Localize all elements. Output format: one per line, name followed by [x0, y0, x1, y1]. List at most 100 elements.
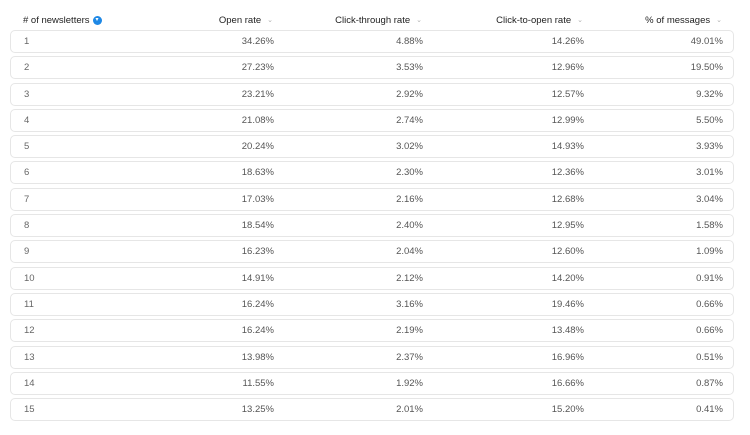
table-row: 2 27.23% 3.53% 12.96% 19.50%: [10, 56, 734, 80]
column-header-newsletters[interactable]: # of newsletters ▾: [10, 15, 158, 26]
cell-newsletters: 1: [24, 36, 30, 47]
cell-percent-messages: 3.01%: [696, 167, 723, 179]
cell-click-to-open-rate: 12.68%: [551, 193, 584, 205]
cell-percent-messages: 9.32%: [696, 88, 723, 100]
cell-click-through-rate: 3.02%: [396, 141, 423, 153]
column-header-label: # of newsletters: [23, 14, 90, 26]
cell-newsletters: 14: [24, 377, 35, 389]
cell-click-to-open-rate: 14.20%: [551, 272, 584, 284]
cell-click-through-rate: 2.12%: [396, 272, 423, 284]
cell-click-through-rate: 2.19%: [396, 325, 423, 337]
column-header-click-through-rate[interactable]: Click-through rate ⌄: [273, 15, 422, 26]
cell-open-rate: 20.24%: [241, 141, 274, 153]
cell-click-through-rate: 2.92%: [396, 88, 423, 100]
column-header-percent-messages[interactable]: % of messages ⌄: [583, 15, 722, 26]
cell-click-through-rate: 2.74%: [396, 114, 423, 126]
table-row: 9 16.23% 2.04% 12.60% 1.09%: [10, 240, 734, 264]
cell-newsletters: 9: [24, 246, 30, 258]
column-header-label: Open rate: [218, 14, 262, 26]
table-row: 11 16.24% 3.16% 19.46% 0.66%: [10, 292, 734, 316]
cell-newsletters: 12: [24, 325, 35, 337]
cell-click-to-open-rate: 14.93%: [551, 141, 584, 153]
cell-click-through-rate: 2.01%: [396, 404, 423, 416]
cell-click-to-open-rate: 12.36%: [551, 167, 584, 179]
cell-click-through-rate: 4.88%: [396, 36, 423, 47]
table-row: 4 21.08% 2.74% 12.99% 5.50%: [10, 108, 734, 132]
chevron-down-icon[interactable]: ⌄: [716, 16, 722, 24]
cell-newsletters: 5: [24, 141, 30, 153]
cell-click-through-rate: 3.53%: [396, 62, 423, 74]
table-body: 1 34.26% 4.88% 14.26% 49.01% 2 27.23% 3.…: [10, 30, 734, 422]
cell-newsletters: 2: [24, 62, 30, 74]
cell-open-rate: 13.25%: [241, 404, 274, 416]
table-row: 13 13.98% 2.37% 16.96% 0.51%: [10, 345, 734, 369]
cell-click-to-open-rate: 12.96%: [551, 62, 584, 74]
table-row: 3 23.21% 2.92% 12.57% 9.32%: [10, 82, 734, 106]
cell-percent-messages: 19.50%: [690, 62, 723, 74]
cell-percent-messages: 0.87%: [696, 377, 723, 389]
cell-newsletters: 6: [24, 167, 30, 179]
cell-click-to-open-rate: 19.46%: [551, 298, 584, 310]
cell-open-rate: 16.23%: [241, 246, 274, 258]
cell-percent-messages: 1.58%: [696, 220, 723, 232]
cell-click-through-rate: 2.16%: [396, 193, 423, 205]
table-row: 12 16.24% 2.19% 13.48% 0.66%: [10, 319, 734, 343]
cell-click-to-open-rate: 13.48%: [551, 325, 584, 337]
cell-newsletters: 13: [24, 351, 35, 363]
cell-click-to-open-rate: 12.99%: [551, 114, 584, 126]
cell-click-through-rate: 2.37%: [396, 351, 423, 363]
cell-percent-messages: 49.01%: [690, 36, 723, 47]
cell-newsletters: 4: [24, 114, 30, 126]
cell-percent-messages: 5.50%: [696, 114, 723, 126]
column-header-open-rate[interactable]: Open rate ⌄: [158, 15, 273, 26]
cell-open-rate: 14.91%: [241, 272, 274, 284]
cell-newsletters: 15: [24, 404, 35, 416]
cell-newsletters: 3: [24, 88, 30, 100]
column-header-label: Click-through rate: [335, 14, 411, 26]
cell-open-rate: 23.21%: [241, 88, 274, 100]
table-row: 10 14.91% 2.12% 14.20% 0.91%: [10, 266, 734, 290]
cell-newsletters: 10: [24, 272, 35, 284]
cell-open-rate: 18.63%: [241, 167, 274, 179]
cell-open-rate: 16.24%: [241, 325, 274, 337]
column-header-click-to-open-rate[interactable]: Click-to-open rate ⌄: [422, 15, 583, 26]
table-row: 8 18.54% 2.40% 12.95% 1.58%: [10, 214, 734, 238]
cell-click-to-open-rate: 12.95%: [551, 220, 584, 232]
table-row: 6 18.63% 2.30% 12.36% 3.01%: [10, 161, 734, 185]
cell-click-through-rate: 2.40%: [396, 220, 423, 232]
cell-click-through-rate: 2.04%: [396, 246, 423, 258]
cell-click-to-open-rate: 15.20%: [551, 404, 584, 416]
cell-open-rate: 18.54%: [241, 220, 274, 232]
cell-open-rate: 16.24%: [241, 298, 274, 310]
cell-click-through-rate: 2.30%: [396, 167, 423, 179]
table-row: 5 20.24% 3.02% 14.93% 3.93%: [10, 135, 734, 159]
cell-percent-messages: 3.93%: [696, 141, 723, 153]
cell-newsletters: 8: [24, 220, 30, 232]
table-row: 15 13.25% 2.01% 15.20% 0.41%: [10, 398, 734, 422]
cell-click-to-open-rate: 12.60%: [551, 246, 584, 258]
cell-newsletters: 7: [24, 193, 30, 205]
cell-open-rate: 21.08%: [241, 114, 274, 126]
cell-click-to-open-rate: 12.57%: [551, 88, 584, 100]
cell-percent-messages: 1.09%: [696, 246, 723, 258]
column-header-label: % of messages: [645, 14, 711, 26]
table-row: 1 34.26% 4.88% 14.26% 49.01%: [10, 30, 734, 53]
chevron-down-circle-icon[interactable]: ▾: [92, 15, 102, 25]
cell-percent-messages: 0.91%: [696, 272, 723, 284]
cell-open-rate: 13.98%: [241, 351, 274, 363]
column-header-label: Click-to-open rate: [496, 14, 572, 26]
table-row: 14 11.55% 1.92% 16.66% 0.87%: [10, 371, 734, 395]
chevron-down-icon[interactable]: ⌄: [267, 16, 273, 24]
newsletter-stats-table: # of newsletters ▾ Open rate ⌄ Click-thro…: [10, 10, 734, 424]
chevron-down-icon[interactable]: ⌄: [416, 16, 422, 24]
cell-click-to-open-rate: 16.66%: [551, 377, 584, 389]
cell-percent-messages: 0.66%: [696, 325, 723, 337]
cell-open-rate: 34.26%: [241, 36, 274, 47]
cell-percent-messages: 3.04%: [696, 193, 723, 205]
cell-percent-messages: 0.66%: [696, 298, 723, 310]
cell-open-rate: 17.03%: [241, 193, 274, 205]
cell-click-to-open-rate: 14.26%: [551, 36, 584, 47]
cell-click-through-rate: 3.16%: [396, 298, 423, 310]
chevron-down-icon[interactable]: ⌄: [577, 16, 583, 24]
table-header: # of newsletters ▾ Open rate ⌄ Click-thro…: [10, 10, 734, 30]
